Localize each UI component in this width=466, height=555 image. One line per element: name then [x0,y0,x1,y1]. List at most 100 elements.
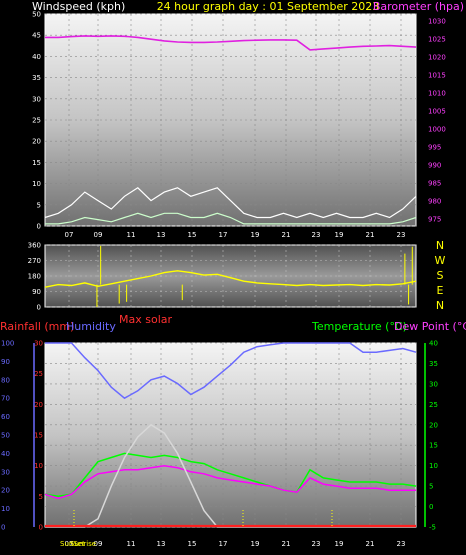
time-tick-label: 09 [94,540,103,548]
compass-label: N [436,299,444,312]
direction-tick-label: 270 [28,257,41,265]
barometer-tick-label: 1030 [428,18,446,26]
humidity-tick-label: 70 [1,395,10,403]
time-tick-label: 23 [397,540,406,548]
windspeed-tick-label: 5 [37,201,41,209]
windspeed-tick-label: 15 [32,159,41,167]
temperature-tick-label: 0 [429,503,433,511]
wind-direction-line [44,270,417,288]
temperature-tick-label: 15 [429,442,438,450]
rainfall-tick-label: 0 [39,524,43,532]
time-tick-label: 17 [219,540,228,548]
temperature-tick-label: 35 [429,360,438,368]
barometer-tick-label: 975 [428,215,441,223]
dewpoint-line [44,464,416,500]
temperature-line [44,452,417,498]
time-tick-label: 21 [282,540,291,548]
temperature-tick-label: 40 [429,340,438,348]
dewpoint-axis-label: Dew Point (°C) [394,320,466,333]
time-tick-label: 07 [65,231,74,239]
time-tick-label: 13 [157,231,166,239]
windspeed-tick-label: 20 [32,138,41,146]
windspeed-tick-label: 50 [32,11,41,19]
humidity-axis-label: Humidity [66,320,116,333]
time-tick-label: 21 [282,231,291,239]
time-tick-label: 11 [127,540,136,548]
windspeed-tick-label: 25 [32,117,41,125]
compass-label: W [435,254,446,267]
direction-tick-label: 0 [37,304,41,312]
graph-title: 24 hour graph day : 01 September 2023 [157,0,380,13]
humidity-tick-label: 60 [1,413,10,421]
time-tick-label: 19 [335,231,344,239]
temperature-humidity-panel: 0 10 20 30 40 50 60 70 80 90 100 0 5 10 15 20 25 30 -5 0 5… [1,340,438,549]
time-tick-label: 11 [127,231,136,239]
sunset-label: SunSet [60,540,85,548]
temperature-tick-label: -5 [429,524,436,532]
humidity-tick-label: 20 [1,487,10,495]
barometer-tick-label: 985 [428,179,441,187]
temperature-tick-label: 10 [429,462,438,470]
sunrise-label: Sunrise [70,540,96,548]
rainfall-tick-label: 10 [34,462,43,470]
humidity-tick-label: 50 [1,432,10,440]
rainfall-tick-label: 25 [34,370,43,378]
barometer-tick-label: 1020 [428,54,446,62]
windspeed-tick-label: 30 [32,95,41,103]
temperature-tick-label: 30 [429,380,438,388]
barometer-tick-label: 980 [428,197,441,205]
humidity-line [45,342,417,400]
temperature-tick-label: 20 [429,421,438,429]
direction-tick-label: 360 [28,242,41,250]
barometer-tick-label: 1000 [428,125,446,133]
barometer-tick-label: 1025 [428,36,446,44]
rainfall-tick-label: 5 [39,493,43,501]
time-tick-label: 15 [188,231,197,239]
humidity-tick-label: 80 [1,376,10,384]
rainfall-tick-label: 30 [34,340,43,348]
humidity-tick-label: 100 [1,340,14,348]
time-tick-label: 21 [366,231,375,239]
time-tick-label: 21 [366,540,375,548]
barometer-tick-label: 1005 [428,108,446,116]
barometer-tick-label: 990 [428,161,441,169]
rainfall-tick-label: 15 [34,432,43,440]
time-tick-label: 09 [94,231,103,239]
time-tick-label: 19 [251,540,260,548]
time-tick-label: 19 [335,540,344,548]
barometer-tick-label: 1010 [428,90,446,98]
time-tick-label: 19 [251,231,260,239]
time-tick-label: 13 [157,540,166,548]
compass-label: S [437,269,444,282]
barometer-axis-label: Barometer (hpa) [373,0,464,13]
temperature-humidity-plot-area [44,342,417,528]
humidity-tick-label: 30 [1,468,10,476]
wind-average-line [45,212,417,225]
humidity-tick-label: 90 [1,358,10,366]
wind-gust-line [44,187,417,219]
barometer-tick-label: 995 [428,143,441,151]
time-tick-label: 23 [312,540,321,548]
windspeed-tick-label: 35 [32,74,41,82]
time-tick-label: 15 [188,540,197,548]
time-tick-label: 07 [65,540,74,548]
time-tick-label: 23 [312,231,321,239]
direction-tick-label: 180 [28,273,41,281]
time-tick-label: 23 [397,231,406,239]
rainfall-axis-label: Rainfall (mm) [0,320,74,333]
barometer-line [45,35,417,51]
humidity-tick-label: 40 [1,450,10,458]
temperature-axis-label: Temperature (°C) [311,320,407,333]
humidity-tick-label: 10 [1,505,10,513]
max-solar-label: Max solar [119,313,172,326]
windspeed-tick-label: 45 [32,32,41,40]
compass-label: N [436,239,444,252]
temperature-tick-label: 5 [429,483,433,491]
windspeed-tick-label: 0 [37,223,41,231]
windspeed-tick-label: 40 [32,53,41,61]
compass-label: E [437,284,444,297]
humidity-tick-label: 0 [1,524,5,532]
